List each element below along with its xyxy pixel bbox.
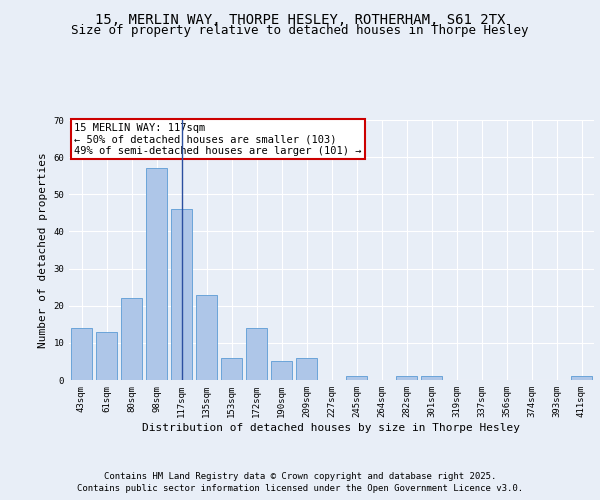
Bar (221, 358, 242, 380)
Text: 15, MERLIN WAY, THORPE HESLEY, ROTHERHAM, S61 2TX: 15, MERLIN WAY, THORPE HESLEY, ROTHERHAM… (95, 12, 505, 26)
Text: Contains HM Land Registry data © Crown copyright and database right 2025.: Contains HM Land Registry data © Crown c… (104, 472, 496, 481)
Text: Size of property relative to detached houses in Thorpe Hesley: Size of property relative to detached ho… (71, 24, 529, 37)
Bar (246, 328, 267, 380)
Bar (196, 294, 217, 380)
Bar (571, 376, 592, 380)
Y-axis label: Number of detached properties: Number of detached properties (38, 152, 48, 348)
Bar (121, 298, 142, 380)
Bar (71, 328, 92, 380)
Bar (296, 358, 317, 380)
Bar (396, 376, 417, 380)
Text: 15 MERLIN WAY: 117sqm
← 50% of detached houses are smaller (103)
49% of semi-det: 15 MERLIN WAY: 117sqm ← 50% of detached … (74, 122, 362, 156)
Text: Contains public sector information licensed under the Open Government Licence v3: Contains public sector information licen… (77, 484, 523, 493)
Bar (346, 376, 367, 380)
Bar (171, 209, 192, 380)
Bar (421, 376, 442, 380)
Bar (271, 362, 292, 380)
X-axis label: Distribution of detached houses by size in Thorpe Hesley: Distribution of detached houses by size … (143, 422, 521, 432)
Bar (146, 168, 167, 380)
Bar (96, 332, 117, 380)
